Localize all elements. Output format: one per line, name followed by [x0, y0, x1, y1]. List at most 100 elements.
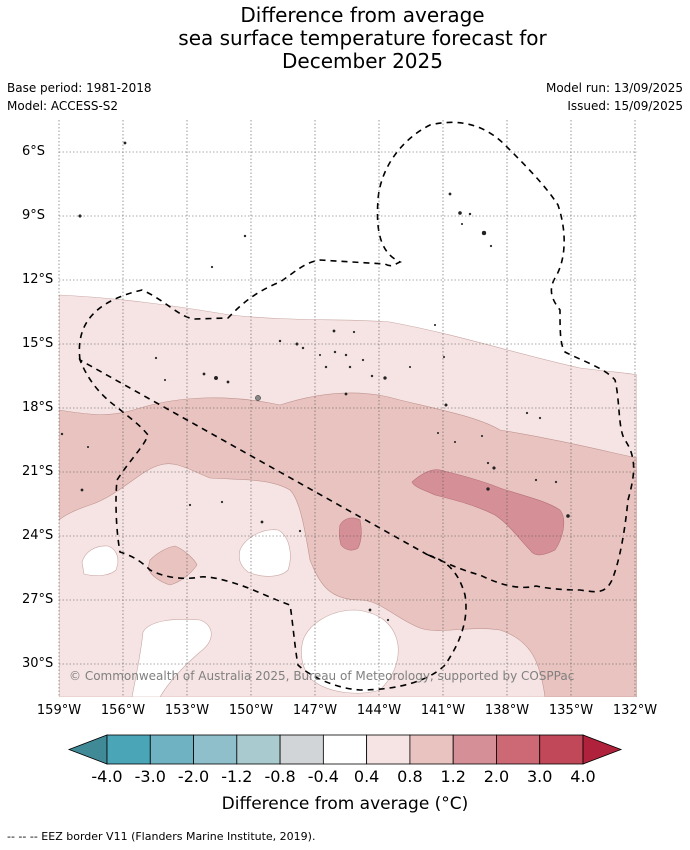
island: [255, 395, 261, 401]
lon-label-144w: 144°W: [356, 703, 402, 718]
colorbar-cell: [496, 734, 541, 765]
lat-label-21s: 21°S: [22, 464, 54, 479]
colorbar-tick-label: -3.0: [134, 767, 166, 786]
lon-label-150w: 150°W: [228, 703, 274, 718]
island: [433, 323, 437, 327]
island: [188, 503, 192, 507]
island: [408, 365, 412, 369]
colorbar-tick-label: 2.0: [483, 767, 510, 786]
colorbar-cell: [452, 734, 497, 765]
island: [243, 234, 247, 238]
neutral-patch-1: [81, 545, 119, 576]
islands-layer: [60, 141, 570, 622]
island: [163, 378, 167, 382]
lon-label-138w: 138°W: [484, 703, 530, 718]
lon-label-147w: 147°W: [292, 703, 338, 718]
lat-label-9s: 9°S: [22, 208, 46, 223]
island: [489, 244, 493, 248]
meta-left: Base period: 1981-2018 Model: ACCESS-S2: [7, 79, 152, 115]
island: [383, 376, 387, 380]
graticule: [58, 120, 637, 697]
lon-label-141w: 141°W: [420, 703, 466, 718]
lon-label-135w: 135°W: [548, 703, 594, 718]
island: [278, 339, 282, 343]
colorbar-tick-label: 4.0: [570, 767, 596, 786]
island: [538, 416, 542, 420]
island: [213, 375, 219, 381]
lat-label-6s: 6°S: [22, 144, 46, 159]
island: [368, 608, 372, 612]
colorbar-tick-label: -1.2: [221, 767, 253, 786]
lat-label-24s: 24°S: [22, 528, 54, 543]
colorbar-cell: [149, 734, 194, 765]
model-run: Model run: 13/09/2025: [545, 81, 683, 95]
island: [80, 488, 84, 492]
lat-label-30s: 30°S: [22, 656, 54, 671]
colorbar-tick-label: 0.8: [397, 767, 423, 786]
island: [486, 461, 490, 465]
lon-label-156w: 156°W: [100, 703, 146, 718]
issued-date: Issued: 15/09/2025: [567, 99, 683, 113]
colorbar-tick-label: 3.0: [526, 767, 553, 786]
island: [154, 356, 158, 360]
lon-label-159w: 159°W: [36, 703, 82, 718]
island: [444, 403, 448, 407]
colorbar-cell: [366, 734, 411, 765]
island: [370, 374, 374, 378]
island: [220, 500, 224, 504]
colorbar-tick-label: 1.2: [440, 767, 466, 786]
colorbar-tick-label: -0.8: [264, 767, 296, 786]
island: [60, 432, 64, 436]
island: [348, 365, 352, 369]
island: [324, 365, 328, 369]
island: [436, 431, 440, 435]
neutral-patch-2: [238, 529, 291, 577]
lat-label-18s: 18°S: [22, 400, 54, 415]
colorbar-label: Difference from average (°C): [221, 794, 469, 814]
island: [480, 434, 484, 438]
colorbar-cell: [106, 734, 151, 765]
island: [386, 618, 390, 622]
island: [318, 353, 322, 357]
island: [492, 466, 496, 470]
lon-label-132w: 132°W: [612, 703, 658, 718]
neutral-patch-4: [301, 609, 399, 694]
island: [460, 222, 464, 226]
title-line-3: December 2025: [282, 49, 443, 73]
island: [332, 329, 336, 333]
colorbar-extend-low: [67, 734, 108, 765]
island: [453, 440, 457, 444]
colorbar-tick-label: -0.4: [307, 767, 339, 786]
colorbar-cell: [279, 734, 324, 765]
colorbar-cell: [236, 734, 281, 765]
colorbar-cell: [539, 734, 584, 765]
island: [226, 380, 230, 384]
anomaly-patch-strong-1: [411, 469, 565, 556]
island: [458, 211, 462, 215]
island: [344, 353, 348, 357]
colorbar-cells: [67, 734, 623, 765]
model-name: Model: ACCESS-S2: [7, 99, 119, 113]
island: [260, 520, 264, 524]
island: [534, 478, 538, 482]
island: [210, 265, 214, 269]
map-fill-layer: [59, 294, 637, 697]
copyright-notice: © Commonwealth of Australia 2025, Bureau…: [69, 669, 575, 683]
anomaly-patch-strong-2: [339, 517, 362, 551]
island: [448, 192, 452, 196]
island: [468, 212, 472, 216]
island: [554, 480, 558, 484]
colorbar-tick-label: 0.4: [353, 767, 380, 786]
island: [202, 372, 206, 376]
eez-legend-note: -- -- -- EEZ border V11 (Flanders Marine…: [7, 830, 316, 843]
island: [481, 230, 487, 236]
island: [352, 330, 356, 334]
island: [123, 141, 127, 145]
lon-label-153w: 153°W: [164, 703, 210, 718]
anomaly-patch-medium-small: [147, 545, 198, 586]
title-line-1: Difference from average: [240, 3, 485, 27]
colorbar-tick-label: -2.0: [177, 767, 210, 786]
map-title: Difference from average sea surface temp…: [0, 4, 690, 73]
